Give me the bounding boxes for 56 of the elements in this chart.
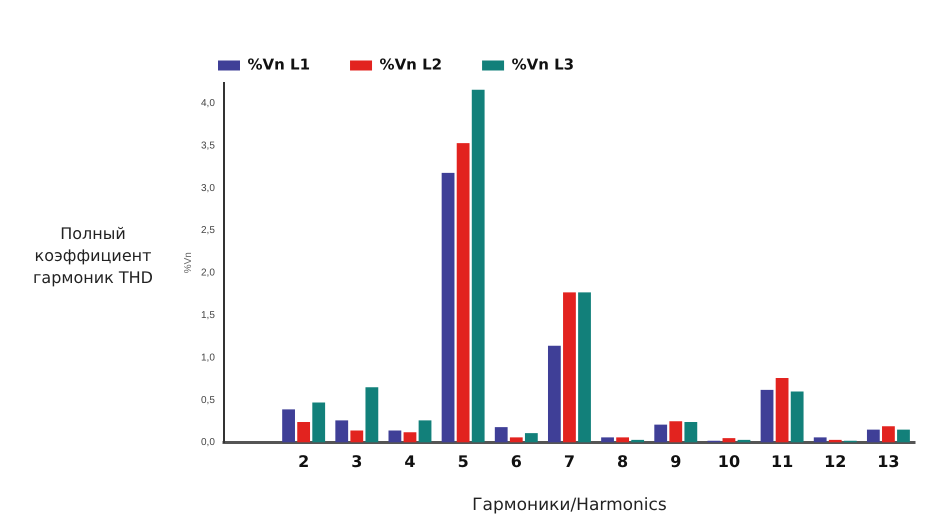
bar [601,437,614,442]
x-tick-label: 10 [718,452,740,472]
bar [760,390,774,442]
legend-label: %Vn L2 [380,55,442,74]
bar [776,378,788,442]
bar [350,430,364,442]
bar [897,430,910,442]
bar [654,424,668,442]
bar [524,433,538,442]
x-tick-label: 2 [298,452,310,472]
bar [388,430,402,442]
bar [578,292,591,442]
bar [722,438,736,442]
x-tick-label: 7 [564,452,576,472]
text: Полный коэффициент гармоник THD [32,223,154,289]
bar [456,143,470,442]
bar [790,392,804,442]
legend-label: %Vn L3 [512,55,574,74]
y-tick-label: 3,0 [200,182,216,194]
bar [365,387,378,442]
legend-label: %Vn L1 [248,55,310,74]
bar [404,432,416,442]
bar [669,421,682,442]
bar [494,427,508,442]
x-tick-label: 12 [824,452,846,472]
x-axis-title: Гармоники/Harmonics [472,495,667,516]
x-tick-label: 5 [458,452,469,472]
bar [418,420,432,442]
bar [335,420,348,442]
x-tick-label: 13 [877,452,900,472]
x-tick-label: 8 [617,452,628,472]
x-tick-label: 11 [770,452,794,472]
y-tick-label: 4,0 [200,98,216,110]
y-tick-label: 0,5 [200,394,216,406]
bar [472,90,485,442]
x-tick-label: 3 [351,452,362,472]
x-tick-label: 6 [510,452,522,472]
x-tick-label: 9 [670,452,682,472]
y-tick-label: 0,0 [200,437,216,448]
bar [563,292,576,442]
bar [882,426,895,442]
y-tick-label: 2,0 [200,268,216,279]
y-axis-title: %Vn [182,252,194,274]
bar [312,402,326,442]
x-tick-label: 4 [404,452,416,472]
bar [866,430,880,442]
bar [548,346,561,442]
bar [282,409,295,442]
bar [297,422,310,442]
y-tick-label: 1,0 [200,352,216,364]
bar [684,422,698,442]
y-tick-label: 1,5 [200,310,216,322]
y-tick-label: 2,5 [200,225,216,236]
bar [616,437,630,442]
bar [442,172,454,442]
y-tick-label: 3,5 [200,140,216,152]
